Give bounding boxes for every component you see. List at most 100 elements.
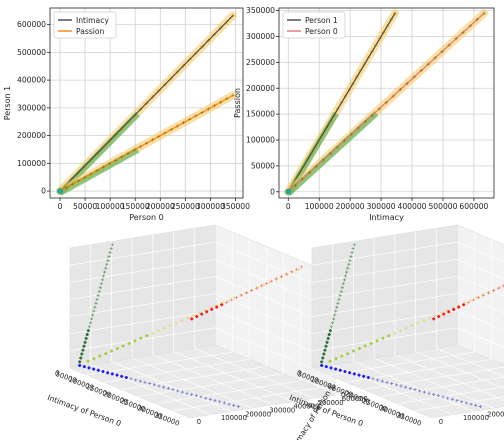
series-marker	[83, 164, 87, 168]
axes-frame	[278, 7, 495, 199]
series-marker	[356, 126, 360, 130]
blue-series-point	[362, 374, 366, 378]
grid-line	[363, 366, 504, 390]
yellow-series-point	[268, 280, 272, 284]
grid-line	[374, 357, 495, 409]
side-pane	[69, 224, 216, 369]
blue-series-point	[413, 388, 417, 392]
series-marker	[343, 94, 348, 98]
y-tick-label: 100000	[246, 136, 275, 145]
green-series-point	[80, 352, 84, 356]
red-series-point	[432, 317, 436, 321]
yellow-series-point	[398, 329, 402, 333]
chart-0: 0 500001000001500002000002500003000003500…	[3, 7, 250, 222]
green-series-point	[96, 293, 100, 297]
x-tick-label: 0	[54, 369, 61, 378]
series-marker	[366, 56, 370, 60]
series-marker	[114, 133, 118, 137]
x-axis-label: Person 0	[129, 213, 164, 222]
y-tick-label: 250000	[246, 58, 275, 67]
yellow-series-point	[221, 301, 225, 305]
blue-series-point	[157, 384, 161, 388]
series-marker	[335, 145, 339, 149]
grid-line	[456, 327, 504, 348]
series-marker	[321, 158, 325, 162]
green-series-point	[83, 340, 87, 344]
blue-series-point	[474, 403, 478, 407]
yellow-series-point	[410, 324, 414, 328]
green-series-point	[335, 305, 339, 309]
series-marker	[70, 176, 74, 181]
yellow-series-point	[115, 346, 119, 350]
green-series-point	[102, 274, 106, 278]
x-tick-label: 300000	[367, 202, 396, 211]
grid-line	[69, 276, 216, 300]
blue-series-point	[96, 368, 100, 372]
blue-series-point	[446, 396, 450, 400]
series-marker	[362, 62, 367, 66]
legend-label: Person 1	[305, 16, 338, 25]
series-marker	[157, 89, 161, 93]
series-marker	[482, 11, 486, 15]
red-series-point	[437, 314, 441, 318]
series-marker	[181, 64, 186, 68]
grid-line	[87, 351, 233, 376]
green-series-point	[325, 340, 329, 344]
green-series-point	[351, 247, 355, 251]
green-series-point	[324, 344, 328, 348]
series-marker	[225, 20, 229, 24]
yellow-series-point	[334, 357, 338, 361]
series-marker	[340, 100, 344, 105]
blue-series-point	[148, 382, 152, 386]
y-tick-label: 200000	[487, 410, 504, 418]
red-series-point	[279, 274, 283, 278]
blue-series-point	[371, 377, 375, 381]
series-marker	[231, 93, 235, 97]
red-series-point	[240, 293, 244, 297]
red-series-point	[462, 303, 466, 307]
yellow-series-point	[387, 334, 391, 338]
green-series-point	[329, 325, 333, 329]
series-marker	[194, 114, 198, 118]
red-series-point	[472, 298, 476, 302]
blue-series-point	[134, 378, 138, 382]
blue-series-point	[227, 402, 231, 406]
side-pane	[311, 224, 458, 369]
blue-series-point	[190, 392, 194, 396]
blue-series-point	[222, 401, 226, 405]
yellow-series-point	[404, 326, 408, 330]
y-tick-label: 200000	[245, 410, 271, 418]
series-marker	[126, 151, 130, 156]
series-marker	[212, 104, 217, 108]
red-series-point	[269, 279, 273, 283]
blue-series-point	[404, 385, 408, 389]
grid-line	[69, 293, 216, 317]
chart-1: 0 100000 200000 300000 400000 500000 600000050…	[233, 6, 495, 222]
legend-label: Person 0	[305, 27, 338, 36]
x-tick-label: 400000	[398, 202, 427, 211]
y-tick-label: 300000	[246, 32, 275, 41]
y-tick-label: 600000	[342, 395, 368, 403]
yellow-series-point	[416, 321, 420, 325]
grid-line	[152, 354, 273, 406]
series-marker	[332, 113, 336, 117]
series-marker	[194, 51, 198, 55]
y-tick-label: 0	[270, 187, 275, 196]
x-tick-label: 100000	[96, 202, 125, 211]
series-marker	[144, 141, 149, 145]
green-series-point	[86, 329, 90, 333]
red-series-point	[260, 284, 264, 288]
green-series-point	[109, 247, 113, 251]
x-tick-label: 500000	[428, 202, 457, 211]
series-marker	[138, 107, 142, 112]
blue-series-point	[334, 367, 338, 371]
series-marker	[70, 182, 74, 186]
series-marker	[370, 49, 374, 54]
blue-series-point	[460, 400, 464, 404]
green-series-point	[321, 356, 325, 360]
series-marker	[309, 151, 313, 156]
series-marker	[426, 62, 430, 66]
x-tick-label: 0	[58, 202, 63, 211]
blue-series-point	[427, 391, 431, 395]
yellow-series-point	[352, 349, 356, 353]
